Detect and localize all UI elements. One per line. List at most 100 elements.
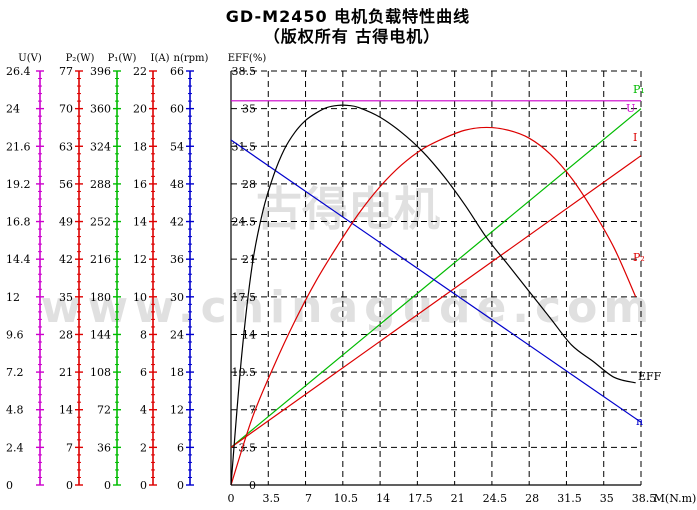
watermark-url: www.chinagude.com	[41, 282, 655, 333]
x-tick-label: 7	[305, 492, 312, 505]
axis-tick-label-P2: 21	[59, 366, 73, 379]
axis-tick-label-P1: 144	[90, 328, 111, 341]
axis-tick-label-n: 60	[170, 103, 184, 116]
axis-tick-label-n: 18	[170, 366, 184, 379]
axis-tick-label-I: 10	[133, 291, 147, 304]
axis-tick-label-U: 24	[6, 103, 20, 116]
axis-tick-label-n: 24	[170, 328, 184, 341]
x-tick-label: 24.5	[483, 492, 508, 505]
axis-tick-label-n: 54	[170, 140, 184, 153]
axis-tick-label-n: 36	[170, 253, 184, 266]
series-line-P2	[230, 126, 637, 486]
axis-tick-label-P1: 216	[90, 253, 111, 266]
watermark-cn: 古得电机	[256, 182, 440, 236]
axis-tick-label-U: 12	[6, 291, 20, 304]
axis-tick-label-n: 66	[170, 65, 184, 78]
x-axis-label: M(N.m)	[654, 492, 697, 505]
axis-tick-label-EFF: 35	[242, 103, 256, 116]
plot-grid	[230, 70, 642, 486]
axis-tick-label-n: 12	[170, 404, 184, 417]
axis-tick-label-U: 14.4	[6, 253, 31, 266]
axis-tick-label-EFF: 10.5	[232, 366, 257, 379]
axis-tick-label-P2: 77	[59, 65, 73, 78]
axis-tick-label-I: 6	[140, 366, 147, 379]
axis-tick-label-EFF: 31.5	[232, 140, 257, 153]
axis-tick-label-P2: 63	[59, 140, 73, 153]
chart-title: GD-M2450 电机负载特性曲线	[226, 7, 470, 26]
axis-tick-label-U: 2.4	[6, 441, 24, 454]
series-label-EFF: EFF	[638, 370, 662, 383]
axis-tick-label-I: 22	[133, 65, 147, 78]
axis-tick-label-U: 19.2	[6, 178, 31, 191]
axis-tick-label-EFF: 14	[242, 328, 256, 341]
axis-header-U: U(V)	[18, 53, 42, 64]
axis-tick-label-P1: 36	[97, 441, 111, 454]
series-label-P1: P₁	[633, 83, 645, 96]
series-line-EFF	[230, 104, 636, 486]
series-line-I	[230, 155, 642, 448]
axis-tick-label-U: 16.8	[6, 216, 31, 229]
axis-tick-label-U: 21.6	[6, 140, 31, 153]
axis-tick-label-P1: 360	[90, 103, 111, 116]
axis-tick-label-P1: 180	[90, 291, 111, 304]
axis-tick-label-EFF: 7	[249, 404, 256, 417]
axis-header-P1: P₁(W)	[108, 53, 137, 64]
axis-tick-label-P2: 7	[66, 441, 73, 454]
axis-tick-label-P1: 288	[90, 178, 111, 191]
axis-tick-label-I: 8	[140, 328, 147, 341]
axis-tick-label-n: 30	[170, 291, 184, 304]
axis-tick-label-P1: 0	[104, 479, 111, 492]
axis-tick-label-P1: 108	[90, 366, 111, 379]
axis-tick-label-U: 9.6	[6, 328, 24, 341]
axis-tick-label-EFF: 17.5	[232, 291, 257, 304]
axis-tick-label-P2: 49	[59, 216, 73, 229]
x-tick-label: 35	[600, 492, 614, 505]
axis-tick-label-P2: 14	[59, 404, 73, 417]
series-label-n: n	[636, 415, 643, 428]
axis-tick-label-EFF: 24.5	[232, 216, 257, 229]
axis-tick-label-U: 26.4	[6, 65, 31, 78]
x-tick-label: 38.5	[632, 492, 657, 505]
axis-tick-label-P2: 35	[59, 291, 73, 304]
x-axis: 0 3.5 7 10.5 14 17.5 21 24.5 28 31.5 35 38.5M(N.m)	[228, 492, 697, 505]
axis-tick-label-EFF: 0	[249, 479, 256, 492]
axis-tick-label-P2: 56	[59, 178, 73, 191]
axis-tick-label-I: 18	[133, 140, 147, 153]
x-tick-label: 31.5	[557, 492, 582, 505]
axis-tick-label-n: 0	[177, 479, 184, 492]
axis-tick-label-P2: 28	[59, 328, 73, 341]
x-tick-label: 28	[525, 492, 539, 505]
axis-tick-label-P2: 70	[59, 103, 73, 116]
axis-tick-label-I: 14	[133, 216, 147, 229]
x-tick-label: 3.5	[263, 492, 281, 505]
y-axes: U(V)26.4 24 21.6 19.2 16.8 14.4 12 9.6 7.2 4.8 2.4…	[6, 53, 266, 492]
series-line-P1	[230, 108, 642, 448]
axis-header-n: n(rpm)	[174, 53, 209, 64]
axis-tick-label-I: 20	[133, 103, 147, 116]
axis-tick-label-I: 12	[133, 253, 147, 266]
axis-tick-label-P1: 396	[90, 65, 111, 78]
axis-header-EFF: EFF(%)	[228, 53, 267, 64]
x-tick-label: 17.5	[408, 492, 433, 505]
series-label-I: I	[633, 131, 637, 144]
series-lines	[230, 100, 642, 486]
axis-tick-label-P1: 72	[97, 404, 111, 417]
axis-header-P2: P₂(W)	[66, 53, 95, 64]
series-labels: U P₁ In P₂ EFF	[626, 83, 662, 428]
axis-tick-label-P1: 252	[90, 216, 111, 229]
axis-tick-label-U: 4.8	[6, 404, 24, 417]
chart-subtitle: （版权所有 古得电机）	[264, 27, 441, 46]
axis-tick-label-I: 0	[140, 479, 147, 492]
watermark: 古得电机 www.chinagude.com	[41, 182, 655, 333]
axis-tick-label-U: 7.2	[6, 366, 24, 379]
axis-tick-label-EFF: 38.5	[232, 65, 257, 78]
series-line-n	[230, 139, 642, 423]
axis-tick-label-U: 0	[6, 479, 13, 492]
axis-tick-label-EFF: 28	[242, 178, 256, 191]
series-label-U: U	[626, 102, 635, 115]
series-label-P2: P₂	[633, 251, 645, 264]
axis-tick-label-I: 4	[140, 404, 147, 417]
axis-tick-label-n: 48	[170, 178, 184, 191]
